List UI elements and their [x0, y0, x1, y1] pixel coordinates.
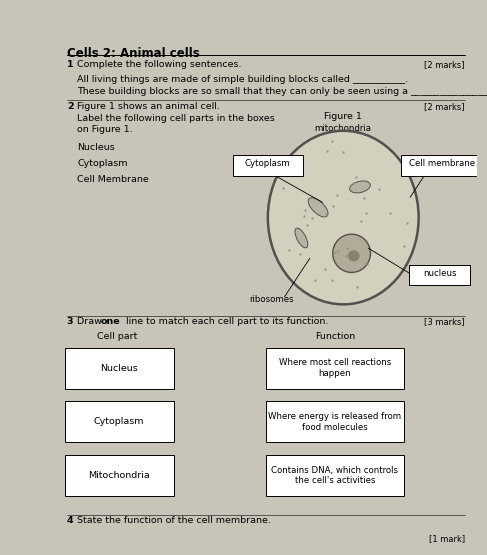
FancyBboxPatch shape — [233, 155, 302, 176]
FancyBboxPatch shape — [401, 155, 483, 176]
Text: [1 mark]: [1 mark] — [429, 534, 465, 543]
Text: Contains DNA, which controls
the cell's activities: Contains DNA, which controls the cell's … — [271, 466, 398, 485]
Text: ribosomes: ribosomes — [250, 295, 294, 304]
Text: Where most cell reactions
happen: Where most cell reactions happen — [279, 359, 391, 378]
Ellipse shape — [350, 181, 370, 193]
Text: Complete the following sentences.: Complete the following sentences. — [77, 60, 242, 69]
Text: Cytoplasm: Cytoplasm — [245, 159, 291, 169]
Text: Label the following cell parts in the boxes
on Figure 1.: Label the following cell parts in the bo… — [77, 114, 275, 134]
Text: Nucleus: Nucleus — [77, 143, 115, 152]
Text: [3 marks]: [3 marks] — [424, 317, 465, 326]
Text: Function: Function — [315, 332, 355, 341]
FancyBboxPatch shape — [266, 401, 404, 442]
Text: Cell Membrane: Cell Membrane — [77, 175, 149, 184]
Ellipse shape — [333, 234, 371, 273]
Ellipse shape — [295, 228, 308, 248]
Ellipse shape — [268, 131, 419, 304]
Text: All living things are made of simple building blocks called ___________.: All living things are made of simple bui… — [77, 74, 409, 84]
Text: one: one — [100, 317, 120, 326]
Text: These building blocks are so small that they can only be seen using a __________: These building blocks are so small that … — [77, 87, 487, 97]
FancyBboxPatch shape — [65, 348, 173, 388]
Text: Cell part: Cell part — [97, 332, 137, 341]
Text: Cytoplasm: Cytoplasm — [77, 159, 128, 168]
FancyBboxPatch shape — [65, 455, 173, 496]
Text: State the function of the cell membrane.: State the function of the cell membrane. — [77, 516, 271, 525]
Text: Figure 1: Figure 1 — [324, 112, 362, 121]
Text: Figure 1 shows an animal cell.: Figure 1 shows an animal cell. — [77, 102, 220, 110]
Text: nucleus: nucleus — [423, 269, 456, 278]
Text: Cells 2: Animal cells: Cells 2: Animal cells — [67, 47, 200, 59]
Text: mitochondria: mitochondria — [315, 124, 372, 133]
Ellipse shape — [348, 250, 359, 261]
Text: Cell membrane: Cell membrane — [409, 159, 475, 169]
Text: Where energy is released from
food molecules: Where energy is released from food molec… — [268, 412, 401, 431]
Text: 2: 2 — [67, 102, 74, 110]
Ellipse shape — [308, 198, 328, 217]
Text: Draw: Draw — [77, 317, 105, 326]
Text: Mitochondria: Mitochondria — [88, 471, 150, 480]
Text: [2 marks]: [2 marks] — [424, 102, 465, 110]
Text: line to match each cell part to its function.: line to match each cell part to its func… — [123, 317, 329, 326]
FancyBboxPatch shape — [409, 265, 470, 285]
FancyBboxPatch shape — [266, 455, 404, 496]
Text: Cytoplasm: Cytoplasm — [94, 417, 145, 426]
Text: 3: 3 — [67, 317, 74, 326]
Text: [2 marks]: [2 marks] — [424, 60, 465, 69]
Text: 1: 1 — [67, 60, 74, 69]
Text: 4: 4 — [67, 516, 74, 525]
FancyBboxPatch shape — [266, 348, 404, 388]
FancyBboxPatch shape — [65, 401, 173, 442]
Text: Nucleus: Nucleus — [100, 364, 138, 373]
